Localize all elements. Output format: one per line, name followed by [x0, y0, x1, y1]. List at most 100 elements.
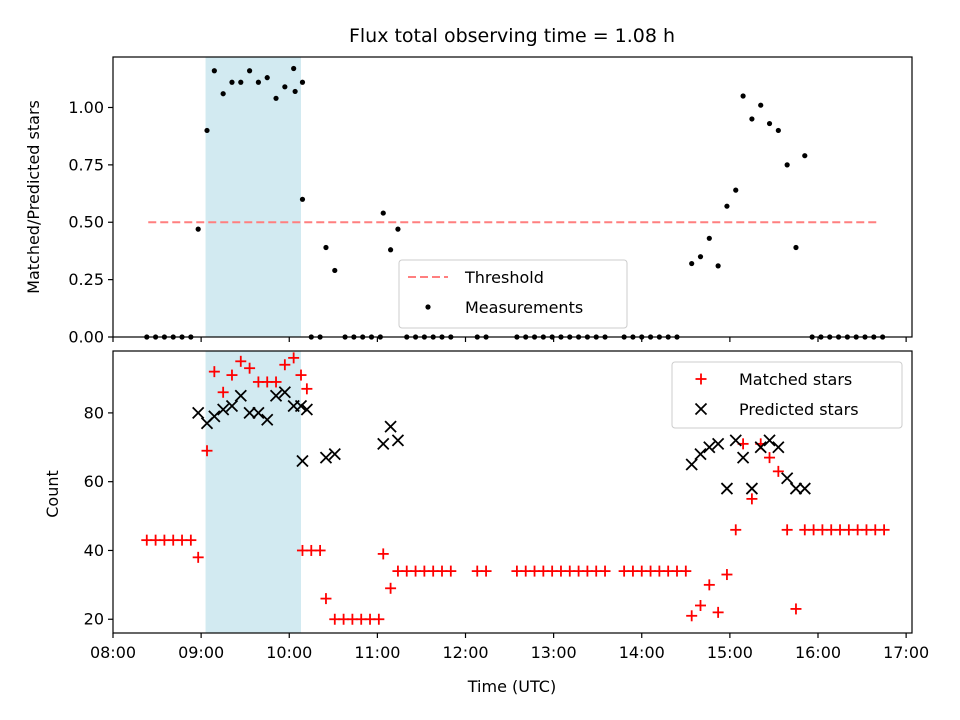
predicted-star-point: [694, 448, 707, 461]
matched-star-point: [712, 606, 724, 618]
predicted-star-point: [703, 441, 716, 454]
matched-star-point: [730, 524, 742, 536]
bottom-legend: Matched stars Predicted stars: [671, 361, 903, 429]
measurement-point: [766, 120, 773, 127]
predicted-star-point: [278, 386, 291, 399]
x-tick-label: 10:00: [266, 643, 312, 662]
x-tick-label: 14:00: [619, 643, 665, 662]
measurement-point: [246, 68, 253, 74]
predicted-star-point: [261, 413, 274, 426]
measurement-point: [273, 95, 279, 101]
matched-star-point: [217, 386, 229, 398]
predicted-star-point: [781, 472, 794, 485]
measurement-point: [323, 244, 329, 251]
matched-star-point: [686, 610, 698, 622]
x-tick-label: 08:00: [90, 643, 136, 662]
predicted-star-point: [729, 434, 742, 447]
top-y-tick-label: 1.00: [68, 98, 104, 117]
matched-star-point: [790, 603, 802, 615]
matched-star-point: [314, 544, 326, 556]
matched-star-point: [208, 366, 220, 378]
predicted-star-point: [300, 403, 314, 416]
matched-star-point: [385, 582, 397, 594]
measurement-point: [291, 65, 297, 72]
predicted-star-point: [789, 482, 803, 495]
matched-star-point: [226, 369, 238, 381]
matched-star-point: [781, 524, 793, 536]
predicted-star-point: [192, 406, 205, 420]
matched-star-point: [244, 362, 256, 374]
measurement-point: [733, 187, 739, 193]
measurement-point: [332, 267, 338, 274]
matched-star-point: [377, 548, 389, 560]
predicted-star-point: [685, 458, 698, 471]
measurement-point: [299, 79, 306, 85]
matched-star-point: [373, 613, 385, 625]
measurement-point: [282, 84, 288, 90]
legend-matched-swatch: [695, 373, 707, 385]
bottom-legend-box: [671, 361, 903, 429]
measurement-point: [299, 196, 306, 202]
measurement-point: [387, 247, 394, 253]
matched-star-point: [721, 569, 733, 581]
matched-star-point: [599, 565, 611, 577]
measurement-point: [724, 203, 730, 209]
bottom-y-tick-label: 60: [84, 472, 104, 491]
matched-star-point: [295, 369, 307, 381]
matched-star-point: [445, 565, 457, 577]
predicted-star-point: [763, 434, 776, 447]
predicted-star-point: [798, 482, 811, 495]
matched-star-point: [185, 534, 197, 546]
predicted-star-point: [243, 406, 256, 420]
measurement-point: [758, 102, 764, 108]
top-axes-frame: [112, 56, 913, 338]
legend-matched-label: Matched stars: [739, 370, 852, 389]
measurement-point: [689, 260, 695, 267]
legend-measurement-label: Measurements: [465, 298, 583, 317]
bottom-axes-frame: [112, 350, 913, 634]
top-y-axis-label: Matched/Predicted stars: [24, 100, 43, 294]
matched-star-point: [270, 376, 282, 388]
measurement-point: [395, 226, 401, 232]
predicted-star-point: [754, 441, 767, 454]
predicted-star-point: [269, 389, 283, 402]
predicted-star-point: [772, 441, 785, 454]
matched-star-point: [695, 599, 706, 611]
measurement-point: [255, 79, 262, 85]
predicted-star-point: [208, 410, 221, 423]
predicted-star-point: [745, 482, 759, 495]
matched-star-point: [746, 493, 758, 505]
top-legend-box: [398, 259, 628, 329]
measurement-point: [220, 91, 226, 97]
predicted-star-point: [296, 454, 309, 468]
measurement-point: [802, 153, 808, 159]
measurement-point: [195, 226, 201, 232]
legend-measurement-swatch: [425, 304, 431, 310]
legend-predicted-swatch: [694, 402, 708, 416]
top-y-tick-label: 0.25: [68, 270, 104, 289]
x-tick-label: 11:00: [354, 643, 400, 662]
matched-star-point: [301, 383, 313, 395]
predicted-star-point: [377, 437, 390, 450]
matched-star-point: [772, 465, 784, 477]
bottom-shaded-span: [205, 351, 301, 633]
measurement-point: [204, 127, 210, 134]
matched-star-point: [320, 593, 332, 605]
top-y-tick-label: 0.00: [68, 328, 104, 347]
matched-star-point: [878, 524, 890, 536]
bottom-panel: Count Time (UTC) 20 40 60 80 08:00 09:00 10:00…: [43, 350, 929, 696]
matched-star-point: [279, 359, 291, 371]
measurement-point: [238, 79, 244, 85]
measurement-point: [784, 162, 790, 168]
top-shaded-span: [205, 57, 301, 337]
predicted-star-point: [217, 403, 230, 416]
predicted-star-point: [234, 389, 247, 402]
matched-star-point: [192, 551, 204, 563]
matched-star-point: [764, 452, 776, 464]
x-axis-label: Time (UTC): [467, 677, 556, 696]
x-tick-label: 12:00: [442, 643, 488, 662]
top-legend: Threshold Measurements: [398, 259, 628, 329]
matched-star-point: [235, 355, 247, 367]
